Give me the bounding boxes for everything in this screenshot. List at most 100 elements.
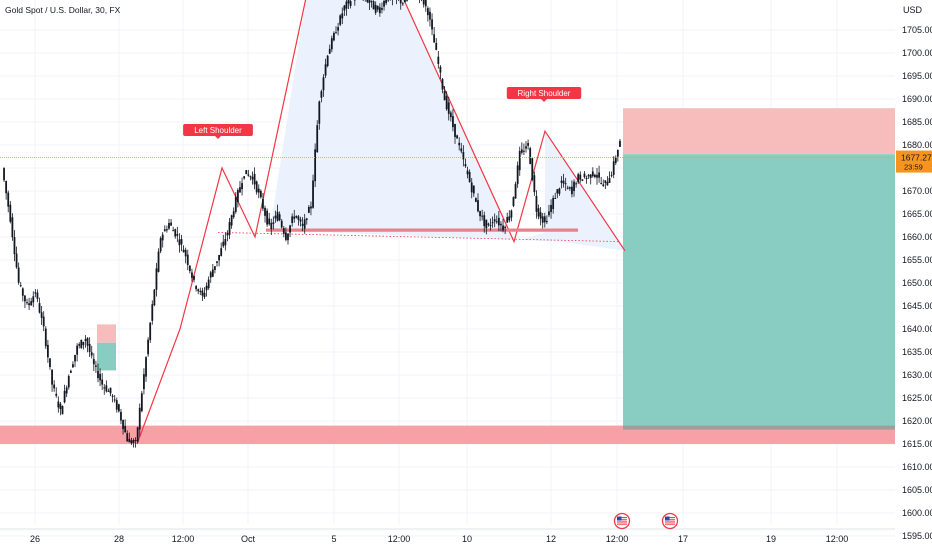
candle-body bbox=[122, 420, 124, 429]
candle-body bbox=[561, 181, 563, 183]
price-tick: 1595.00 bbox=[902, 531, 932, 541]
candle-body bbox=[18, 267, 20, 282]
head-and-shoulders-pattern bbox=[137, 0, 625, 444]
candle-body bbox=[609, 178, 611, 183]
candle-body bbox=[120, 412, 122, 421]
candle-body bbox=[607, 182, 609, 185]
candle-body bbox=[515, 184, 517, 198]
candle-body bbox=[229, 222, 231, 235]
candle-body bbox=[220, 248, 222, 256]
candle-body bbox=[233, 211, 235, 217]
candle-body bbox=[425, 0, 427, 6]
candle-body bbox=[275, 216, 277, 219]
candle-body bbox=[314, 149, 316, 181]
price-tick: 1665.00 bbox=[902, 209, 932, 219]
candle-body bbox=[300, 219, 302, 221]
candle-body bbox=[22, 288, 24, 295]
candle-body bbox=[588, 175, 590, 177]
candle-body bbox=[462, 152, 464, 159]
candle-body bbox=[147, 340, 149, 355]
candle-body bbox=[11, 217, 13, 237]
candle-body bbox=[66, 387, 68, 393]
candle-body bbox=[270, 223, 272, 229]
candle-body bbox=[260, 191, 262, 197]
candle-body bbox=[310, 206, 312, 208]
price-tick: 1670.00 bbox=[902, 186, 932, 196]
candle-body bbox=[26, 302, 28, 303]
candle-body bbox=[400, 0, 402, 3]
candle-body bbox=[143, 374, 145, 389]
candle-body bbox=[110, 388, 112, 394]
candle-body bbox=[496, 221, 498, 222]
candle-body bbox=[24, 296, 26, 302]
candle-body bbox=[264, 208, 266, 216]
time-tick: 28 bbox=[114, 534, 124, 544]
candle-body bbox=[533, 175, 535, 192]
candle-body bbox=[592, 171, 594, 176]
candle-body bbox=[247, 174, 249, 175]
candle-body bbox=[72, 364, 74, 367]
candle-body bbox=[404, 0, 406, 2]
candle-body bbox=[377, 6, 379, 10]
candle-body bbox=[126, 433, 128, 441]
us-flag-icon[interactable] bbox=[663, 514, 678, 529]
candle-body bbox=[437, 57, 439, 64]
candle-body bbox=[467, 171, 469, 175]
time-tick: 12:00 bbox=[172, 534, 195, 544]
candle-body bbox=[279, 214, 281, 220]
price-tick: 1600.00 bbox=[902, 508, 932, 518]
candle-body bbox=[224, 239, 226, 245]
candle-body bbox=[569, 187, 571, 188]
candle-body bbox=[502, 225, 504, 230]
candle-body bbox=[571, 187, 573, 194]
candle-body bbox=[604, 180, 606, 183]
us-flag-icon[interactable] bbox=[615, 514, 630, 529]
price-tick: 1640.00 bbox=[902, 324, 932, 334]
candle-body bbox=[214, 266, 216, 270]
candle-body bbox=[521, 149, 523, 152]
candle-body bbox=[160, 238, 162, 251]
candle-body bbox=[379, 7, 381, 13]
candle-body bbox=[285, 232, 287, 239]
candle-body bbox=[262, 199, 264, 209]
candle-body bbox=[494, 219, 496, 221]
candle-body bbox=[318, 102, 320, 124]
candle-body bbox=[37, 293, 39, 299]
candle-body bbox=[39, 303, 41, 312]
candle-body bbox=[446, 96, 448, 109]
candle-body bbox=[32, 296, 34, 302]
candle-body bbox=[227, 233, 229, 235]
candle-body bbox=[3, 168, 5, 180]
candle-body bbox=[433, 34, 435, 42]
candle-body bbox=[204, 293, 206, 297]
price-axis[interactable]: USD1590.001595.001600.001605.001610.0016… bbox=[896, 0, 932, 550]
candle-body bbox=[429, 12, 431, 20]
currency-label: USD bbox=[903, 5, 923, 15]
candle-body bbox=[611, 175, 613, 176]
price-tick: 1615.00 bbox=[902, 439, 932, 449]
candle-body bbox=[168, 223, 170, 229]
candle-body bbox=[594, 175, 596, 177]
candle-body bbox=[458, 143, 460, 145]
candle-body bbox=[128, 439, 130, 442]
candle-body bbox=[250, 176, 252, 177]
candle-body bbox=[584, 174, 586, 177]
candle-body bbox=[210, 272, 212, 277]
candle-body bbox=[164, 229, 166, 231]
candle-body bbox=[281, 221, 283, 228]
candle-body bbox=[402, 3, 404, 4]
candle-body bbox=[43, 317, 45, 327]
candle-body bbox=[131, 440, 133, 443]
candle-body bbox=[16, 254, 18, 268]
left-shoulder-label-pointer bbox=[215, 136, 221, 139]
candle-body bbox=[55, 394, 57, 396]
candle-body bbox=[162, 235, 164, 241]
candle-body bbox=[598, 172, 600, 177]
candle-body bbox=[369, 0, 371, 3]
candle-body bbox=[256, 181, 258, 192]
candle-body bbox=[469, 172, 471, 182]
candle-body bbox=[456, 135, 458, 138]
